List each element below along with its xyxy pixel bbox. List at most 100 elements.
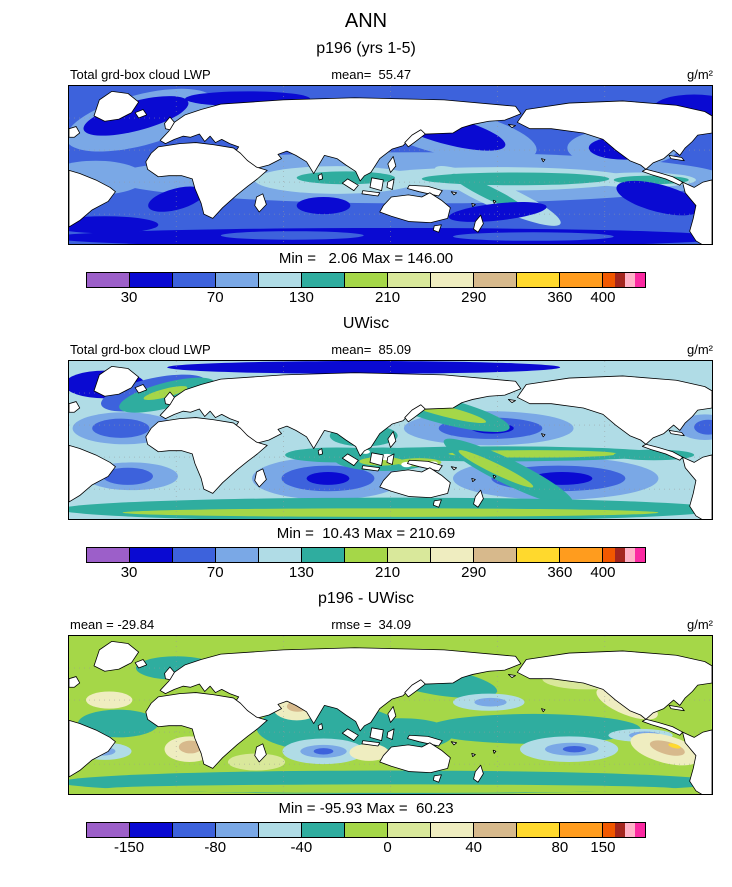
coastline — [146, 418, 267, 494]
colorbar-tick-row: -150 -80 -40 0 40 80 150 — [86, 838, 646, 858]
contour-region — [426, 713, 641, 744]
colorbar-segment — [87, 548, 130, 562]
coastline — [474, 765, 484, 782]
colorbar-tick-label: 70 — [206, 564, 224, 581]
coastline — [451, 742, 456, 745]
units-label: g/m² — [687, 342, 713, 357]
colorbar-bar — [86, 822, 646, 838]
colorbar-tick-label: 360 — [547, 289, 573, 306]
colorbar-segment — [388, 823, 431, 837]
coastline — [508, 399, 515, 402]
coastline — [405, 130, 426, 147]
coastline — [370, 728, 383, 741]
colorbar-tick-label: 40 — [465, 839, 483, 856]
colorbar: -150 -80 -40 0 40 80 150 — [86, 822, 646, 858]
colorbar-segment — [302, 823, 345, 837]
coastline — [541, 434, 545, 437]
colorbar-tick-label: 210 — [375, 564, 401, 581]
coastline — [642, 444, 682, 460]
colorbar: 30 70 130 210 290 360 400 — [86, 547, 646, 583]
coastline — [508, 674, 515, 677]
coastline — [160, 648, 521, 731]
colorbar-segment — [130, 273, 173, 287]
coastline — [669, 155, 684, 160]
contour-region — [453, 232, 614, 241]
colorbar-tick-label: 360 — [547, 564, 573, 581]
colorbar-segment — [173, 273, 216, 287]
colorbar-segment — [130, 823, 173, 837]
colorbar-tick-label: 80 — [551, 839, 569, 856]
coastline — [407, 460, 442, 471]
colorbar-tick-label: 70 — [206, 289, 224, 306]
coastline — [342, 454, 358, 466]
contour-region — [458, 450, 534, 488]
coastline — [493, 200, 496, 203]
coastline — [380, 743, 451, 773]
colorbar-segment — [388, 273, 431, 287]
contour-region — [296, 197, 351, 215]
coastline — [146, 693, 267, 769]
contour-region — [77, 709, 159, 738]
contour-region — [474, 697, 507, 707]
minmax-label: Min = 2.06 Max = 146.00 — [278, 250, 454, 267]
contour-region — [122, 508, 659, 517]
coastline — [433, 225, 441, 232]
coastline — [318, 449, 322, 455]
colorbar-bar — [86, 547, 646, 563]
coastline — [517, 101, 712, 169]
coastline — [405, 405, 426, 422]
contour-region — [616, 180, 701, 216]
colorbar-tick-label: 130 — [288, 564, 314, 581]
colorbar-segment — [259, 273, 302, 287]
coastline — [342, 729, 358, 741]
coastline — [318, 174, 322, 180]
coastline — [69, 677, 80, 688]
colorbar-tick-label: 210 — [375, 289, 401, 306]
coastline — [433, 500, 441, 507]
colorbar-tick-label: 0 — [383, 839, 392, 856]
coastline — [683, 180, 712, 244]
colorbar-tick-label: 400 — [590, 289, 616, 306]
colorbar-segment — [216, 823, 259, 837]
colorbar-tick-label: 290 — [461, 289, 487, 306]
coastline — [493, 475, 496, 478]
contour-region — [668, 743, 681, 749]
coastline — [541, 709, 545, 712]
contour-region — [83, 96, 189, 136]
colorbar-segment — [345, 548, 388, 562]
minmax-label: Min = 10.43 Max = 210.69 — [276, 525, 456, 542]
colorbar-segment — [431, 273, 474, 287]
colorbar-segment — [431, 548, 474, 562]
colorbar-tick-label: 400 — [590, 564, 616, 581]
panel-subtitle: UWisc — [342, 315, 390, 332]
map-canvas — [69, 361, 712, 519]
mean-value: mean= 85.09 — [331, 342, 412, 357]
colorbar-tick-row: 30 70 130 210 290 360 400 — [86, 563, 646, 583]
coastline — [388, 706, 396, 722]
colorbar-segment — [216, 273, 259, 287]
coastline — [472, 753, 476, 756]
coastline — [362, 741, 380, 746]
colorbar-tick-label: 30 — [120, 289, 138, 306]
contour-region — [306, 472, 350, 485]
coastline — [69, 127, 80, 138]
coastline — [318, 724, 322, 730]
contour-region — [562, 745, 587, 753]
colorbar-segment — [87, 273, 130, 287]
figure-title: ANN — [344, 10, 388, 32]
coastline — [683, 455, 712, 519]
coastline — [160, 373, 521, 456]
coastline — [388, 156, 396, 172]
colorbar-segment — [560, 273, 603, 287]
colorbar-tick-label: 130 — [288, 289, 314, 306]
mean-value: mean= 55.47 — [331, 67, 412, 82]
contour-region — [613, 449, 695, 461]
coastline — [380, 193, 451, 223]
colorbar-segment — [560, 823, 603, 837]
coastline — [388, 431, 396, 447]
variable-label: Total grd-box cloud LWP — [70, 342, 211, 357]
coastline — [433, 775, 441, 782]
coastline — [517, 376, 712, 444]
colorbar-segment — [603, 273, 645, 287]
coastline — [342, 179, 358, 191]
